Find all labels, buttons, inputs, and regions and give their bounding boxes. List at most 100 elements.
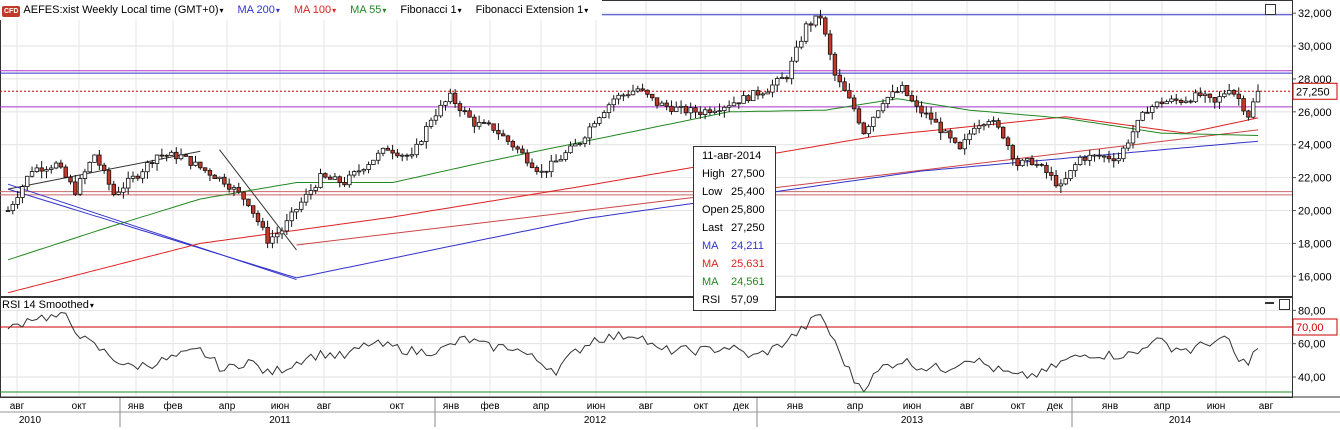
candle-body — [82, 171, 88, 179]
candle-body — [746, 95, 751, 102]
candle-body — [962, 139, 967, 150]
candle-body — [39, 167, 44, 172]
candle-body — [1125, 142, 1131, 149]
chevron-down-icon: ▾ — [332, 6, 337, 15]
cfd-logo: CFD — [2, 5, 21, 17]
candle-body — [938, 121, 943, 134]
rsi-indicator-selector[interactable]: RSI 14 Smoothed▾ — [2, 299, 94, 311]
candle-body — [318, 173, 323, 188]
candle-body — [568, 145, 573, 154]
candle-body — [1241, 98, 1246, 112]
candle-body — [625, 94, 631, 97]
candle-body — [371, 159, 376, 165]
candle-body — [726, 105, 732, 108]
candle-body — [174, 151, 179, 160]
candle-body — [1202, 93, 1208, 96]
candle-body — [294, 208, 299, 213]
symbol-selector[interactable]: CFD AEFES:xist Weekly Local time (GMT+0)▾ — [2, 4, 224, 17]
candle-body — [616, 94, 621, 100]
candle-body — [44, 169, 49, 172]
indicator-fibonacci-extension[interactable]: Fibonacci Extension 1▾ — [476, 4, 589, 16]
candle-body — [73, 181, 78, 195]
candle-body — [678, 105, 684, 108]
candle-body — [1077, 156, 1083, 166]
candle-body — [351, 171, 357, 176]
candle-body — [1000, 126, 1006, 139]
candle-body — [731, 102, 737, 107]
candle-body — [741, 95, 746, 104]
candle-body — [125, 177, 131, 189]
candle-body — [818, 15, 823, 19]
indicator-ma200[interactable]: MA 200▾ — [238, 4, 280, 16]
price-tick-label: 18,000 — [1298, 238, 1332, 250]
candle-body — [880, 103, 886, 112]
candle-body — [308, 190, 314, 195]
month-label: янв — [787, 401, 803, 412]
candle-body — [20, 186, 25, 198]
month-label: апр — [219, 401, 236, 412]
minimize-rsi-panel-button[interactable] — [1265, 300, 1274, 304]
candle-body — [698, 111, 703, 115]
candle-body — [246, 198, 251, 207]
candle-body — [722, 106, 727, 112]
candle-body — [943, 130, 948, 134]
candle-body — [1063, 178, 1068, 185]
candle-body — [587, 126, 592, 139]
candle-body — [890, 91, 895, 98]
month-label: апр — [1154, 401, 1171, 412]
candle-body — [1049, 172, 1054, 176]
candle-body — [986, 121, 991, 126]
month-label: авг — [317, 401, 332, 412]
candle-body — [847, 90, 852, 99]
candle-body — [1020, 159, 1025, 167]
candle-body — [645, 89, 650, 95]
candle-body — [1183, 100, 1189, 103]
price-tick-label: 24,000 — [1298, 140, 1332, 152]
candle-body — [952, 137, 958, 143]
candles — [5, 9, 1261, 249]
rsi-tick-label: 40,00 — [1298, 372, 1326, 384]
candle-body — [957, 141, 963, 150]
month-label: июн — [587, 401, 606, 412]
month-label: окт — [1011, 401, 1026, 412]
indicator-ma55[interactable]: MA 55▾ — [350, 4, 386, 16]
candle-body — [1188, 100, 1193, 103]
candle-body — [260, 221, 266, 228]
candle-body — [1169, 98, 1174, 103]
month-label: авг — [1259, 401, 1274, 412]
candle-body — [770, 84, 775, 93]
candle-body — [765, 91, 770, 95]
candle-body — [577, 143, 583, 145]
candle-body — [188, 155, 193, 166]
candle-body — [472, 116, 477, 127]
candle-body — [275, 233, 280, 238]
candle-body — [972, 127, 977, 135]
candle-body — [395, 152, 400, 157]
candle-body — [996, 120, 1001, 128]
candle-body — [202, 167, 208, 171]
candle-body — [827, 33, 833, 55]
candle-body — [928, 112, 934, 120]
candle-body — [1005, 137, 1011, 146]
candle-body — [803, 23, 809, 42]
candle-body — [448, 92, 453, 103]
candle-body — [1034, 163, 1040, 166]
maximize-price-panel-button[interactable] — [1265, 4, 1276, 15]
candle-body — [361, 169, 366, 172]
candle-body — [1058, 183, 1064, 187]
candle-body — [34, 167, 40, 172]
ma200-line — [7, 140, 1259, 279]
candle-body — [443, 101, 448, 106]
candle-body — [866, 126, 871, 135]
indicator-fibonacci[interactable]: Fibonacci 1▾ — [400, 4, 461, 16]
month-label: июн — [1207, 401, 1226, 412]
indicator-label: Fibonacci 1 — [400, 4, 457, 16]
maximize-rsi-panel-button[interactable] — [1279, 299, 1290, 310]
indicator-ma100[interactable]: MA 100▾ — [294, 4, 336, 16]
year-label: 2010 — [19, 415, 42, 426]
candle-body — [563, 152, 568, 160]
candle-body — [1010, 145, 1016, 160]
candle-body — [558, 159, 564, 162]
candle-body — [116, 191, 121, 195]
